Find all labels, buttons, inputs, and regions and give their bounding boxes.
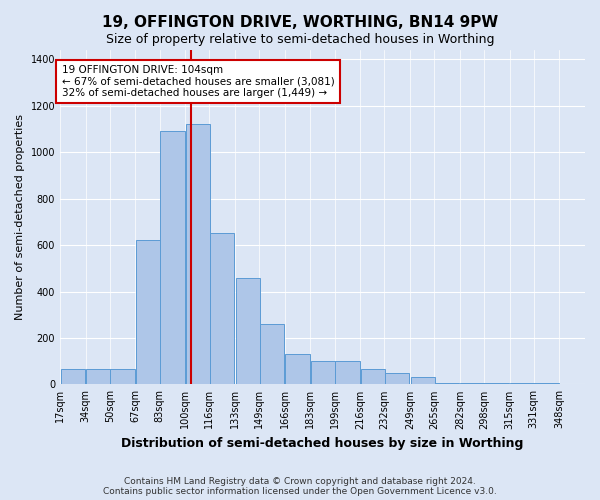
Bar: [260, 324, 284, 384]
Bar: [311, 361, 335, 384]
Bar: [136, 240, 161, 384]
Text: Contains public sector information licensed under the Open Government Licence v3: Contains public sector information licen…: [103, 487, 497, 496]
Bar: [160, 132, 185, 384]
Bar: [210, 234, 235, 384]
Bar: [385, 373, 409, 384]
Bar: [86, 370, 111, 384]
Text: Contains HM Land Registry data © Crown copyright and database right 2024.: Contains HM Land Registry data © Crown c…: [124, 477, 476, 486]
Bar: [61, 370, 85, 384]
Text: Size of property relative to semi-detached houses in Worthing: Size of property relative to semi-detach…: [106, 32, 494, 46]
Text: 19 OFFINGTON DRIVE: 104sqm
← 67% of semi-detached houses are smaller (3,081)
32%: 19 OFFINGTON DRIVE: 104sqm ← 67% of semi…: [62, 65, 334, 98]
Bar: [286, 354, 310, 384]
Bar: [335, 361, 359, 384]
Y-axis label: Number of semi-detached properties: Number of semi-detached properties: [15, 114, 25, 320]
X-axis label: Distribution of semi-detached houses by size in Worthing: Distribution of semi-detached houses by …: [121, 437, 524, 450]
Bar: [186, 124, 210, 384]
Bar: [236, 278, 260, 384]
Text: 19, OFFINGTON DRIVE, WORTHING, BN14 9PW: 19, OFFINGTON DRIVE, WORTHING, BN14 9PW: [102, 15, 498, 30]
Bar: [361, 370, 385, 384]
Bar: [410, 378, 435, 384]
Bar: [110, 370, 135, 384]
